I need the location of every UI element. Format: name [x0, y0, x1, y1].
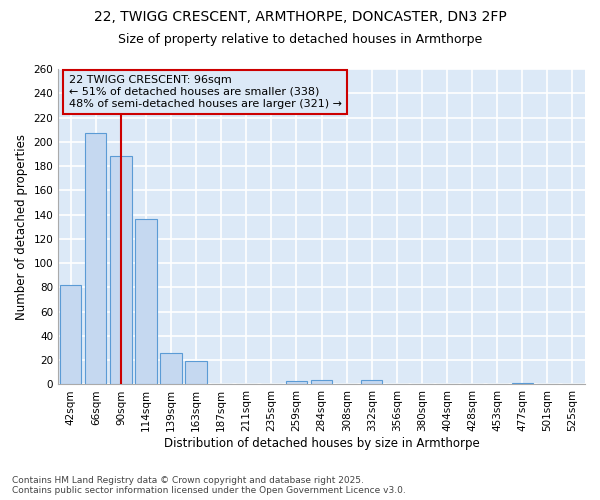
- Text: Size of property relative to detached houses in Armthorpe: Size of property relative to detached ho…: [118, 32, 482, 46]
- Bar: [512, 383, 533, 384]
- Bar: [286, 381, 307, 384]
- Y-axis label: Number of detached properties: Number of detached properties: [15, 134, 28, 320]
- Bar: [85, 134, 106, 384]
- Bar: [160, 353, 182, 384]
- Bar: [136, 220, 157, 384]
- Text: 22, TWIGG CRESCENT, ARMTHORPE, DONCASTER, DN3 2FP: 22, TWIGG CRESCENT, ARMTHORPE, DONCASTER…: [94, 10, 506, 24]
- Bar: [60, 285, 82, 384]
- Text: 22 TWIGG CRESCENT: 96sqm
← 51% of detached houses are smaller (338)
48% of semi-: 22 TWIGG CRESCENT: 96sqm ← 51% of detach…: [69, 76, 342, 108]
- Bar: [110, 156, 131, 384]
- X-axis label: Distribution of detached houses by size in Armthorpe: Distribution of detached houses by size …: [164, 437, 479, 450]
- Bar: [311, 380, 332, 384]
- Bar: [185, 362, 207, 384]
- Text: Contains HM Land Registry data © Crown copyright and database right 2025.
Contai: Contains HM Land Registry data © Crown c…: [12, 476, 406, 495]
- Bar: [361, 380, 382, 384]
